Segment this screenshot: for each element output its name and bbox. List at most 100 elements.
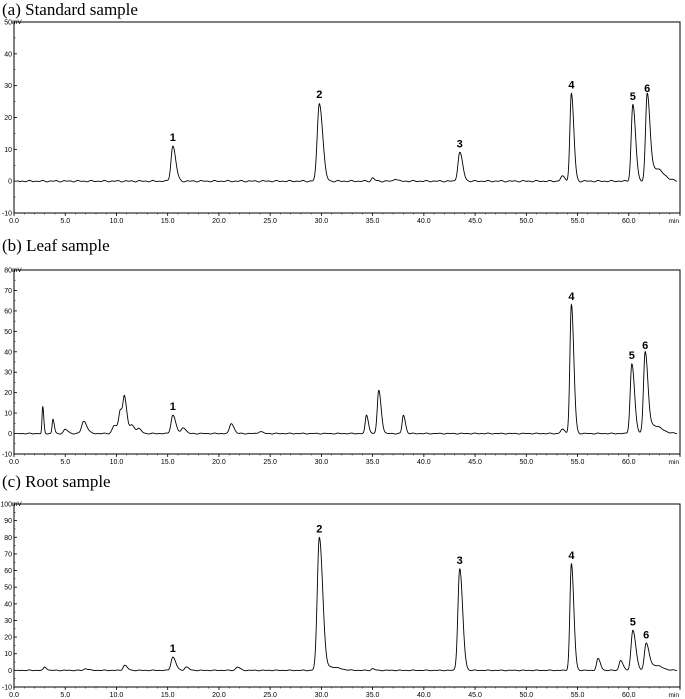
chart-panel-root: (c) Root sample -10 0 10 20 30 40 50 60 70 80 90 10… bbox=[0, 472, 685, 699]
y-tick-label: 60 bbox=[4, 308, 12, 315]
y-tick-label: 20 bbox=[4, 635, 12, 642]
plot-frame bbox=[13, 503, 681, 688]
chart-title: (a) Standard sample bbox=[2, 0, 138, 19]
y-tick-label: 40 bbox=[4, 601, 12, 608]
x-unit-label: min bbox=[669, 218, 680, 225]
x-tick-label: 40.0 bbox=[417, 218, 431, 225]
y-tick-label: -10 bbox=[2, 685, 12, 692]
x-tick-label: 25.0 bbox=[263, 459, 277, 466]
x-tick-label: 45.0 bbox=[468, 692, 482, 699]
y-tick-label: -10 bbox=[2, 211, 12, 218]
x-tick-label: 60.0 bbox=[622, 218, 636, 225]
peak-label-5: 5 bbox=[630, 616, 636, 628]
y-tick-label: -10 bbox=[2, 452, 12, 459]
x-tick-label: 30.0 bbox=[315, 692, 329, 699]
peak-label-3: 3 bbox=[457, 555, 463, 567]
y-unit-label: mV bbox=[12, 19, 22, 26]
y-tick-label: 0 bbox=[8, 179, 12, 186]
chromatogram-leaf: -10 0 10 20 30 40 50 60 70 80 0.0 5.0 10.0 15.0 20.0 25… bbox=[2, 267, 681, 466]
x-tick-label: 55.0 bbox=[571, 692, 585, 699]
x-tick-label: 45.0 bbox=[468, 218, 482, 225]
peak-label-4: 4 bbox=[568, 80, 575, 92]
peak-label-4: 4 bbox=[568, 550, 575, 562]
peak-label-1: 1 bbox=[170, 643, 176, 655]
peak-label-6: 6 bbox=[643, 630, 649, 642]
chromatogram-root: -10 0 10 20 30 40 50 60 70 80 90 100 0.0 5.0 10.0 15.0 2… bbox=[0, 501, 681, 699]
x-tick-label: 10.0 bbox=[110, 218, 124, 225]
x-tick-label: 15.0 bbox=[161, 218, 175, 225]
y-unit-label: mV bbox=[12, 501, 22, 508]
peak-label-5: 5 bbox=[629, 350, 635, 362]
y-tick-label: 40 bbox=[4, 51, 12, 58]
x-tick-label: 60.0 bbox=[622, 692, 636, 699]
y-tick-label: 0 bbox=[8, 668, 12, 675]
x-tick-label: 60.0 bbox=[622, 459, 636, 466]
x-unit-label: min bbox=[669, 692, 680, 699]
x-tick-label: 45.0 bbox=[468, 459, 482, 466]
chromatogram-trace bbox=[16, 92, 678, 183]
chart-title: (c) Root sample bbox=[2, 472, 111, 491]
chart-title: (b) Leaf sample bbox=[2, 236, 110, 255]
y-tick-label: 30 bbox=[4, 83, 12, 90]
y-tick-label: 80 bbox=[4, 535, 12, 542]
y-tick-label: 50 bbox=[4, 585, 12, 592]
plot-frame bbox=[13, 269, 681, 455]
y-tick-label: 20 bbox=[4, 115, 12, 122]
peak-label-3: 3 bbox=[457, 139, 463, 151]
peak-label-2: 2 bbox=[316, 89, 322, 101]
y-tick-label: 50 bbox=[4, 20, 12, 27]
x-unit-label: min bbox=[669, 459, 680, 466]
x-tick-label: 10.0 bbox=[110, 692, 124, 699]
x-tick-label: 20.0 bbox=[212, 692, 226, 699]
y-tick-label: 10 bbox=[4, 411, 12, 418]
y-tick-label: 90 bbox=[4, 518, 12, 525]
y-tick-label: 60 bbox=[4, 568, 12, 575]
x-tick-label: 50.0 bbox=[519, 218, 533, 225]
x-tick-label: 25.0 bbox=[263, 218, 277, 225]
x-tick-label: 10.0 bbox=[110, 459, 124, 466]
x-tick-label: 55.0 bbox=[571, 459, 585, 466]
peak-label-6: 6 bbox=[642, 340, 648, 352]
plot-frame bbox=[13, 21, 681, 214]
x-tick-label: 25.0 bbox=[263, 692, 277, 699]
y-tick-label: 20 bbox=[4, 390, 12, 397]
peak-label-2: 2 bbox=[316, 523, 322, 535]
peak-label-1: 1 bbox=[170, 132, 176, 144]
x-tick-label: 30.0 bbox=[315, 218, 329, 225]
x-tick-label: 0.0 bbox=[9, 692, 19, 699]
y-tick-label: 40 bbox=[4, 349, 12, 356]
x-tick-label: 50.0 bbox=[519, 459, 533, 466]
peak-label-5: 5 bbox=[630, 91, 636, 103]
y-tick-label: 80 bbox=[4, 268, 12, 275]
y-tick-label: 0 bbox=[8, 431, 12, 438]
x-tick-label: 40.0 bbox=[417, 692, 431, 699]
x-tick-label: 5.0 bbox=[60, 218, 70, 225]
y-tick-label: 30 bbox=[4, 618, 12, 625]
x-tick-label: 0.0 bbox=[9, 459, 19, 466]
chromatogram-trace bbox=[16, 536, 677, 672]
chromatogram-standard: -10 0 10 20 30 40 50 0.0 5.0 10.0 15.0 20.0 25.0 30.0… bbox=[2, 19, 681, 225]
y-tick-label: 10 bbox=[4, 651, 12, 658]
x-tick-label: 35.0 bbox=[366, 218, 380, 225]
x-tick-label: 0.0 bbox=[9, 218, 19, 225]
x-tick-label: 35.0 bbox=[366, 692, 380, 699]
x-tick-label: 35.0 bbox=[366, 459, 380, 466]
y-tick-label: 10 bbox=[4, 147, 12, 154]
y-tick-label: 100 bbox=[0, 502, 12, 509]
y-unit-label: mV bbox=[12, 267, 22, 274]
x-tick-label: 40.0 bbox=[417, 459, 431, 466]
x-tick-label: 15.0 bbox=[161, 692, 175, 699]
chromatogram-trace bbox=[16, 303, 677, 435]
x-tick-label: 50.0 bbox=[519, 692, 533, 699]
peak-label-4: 4 bbox=[568, 291, 575, 303]
chart-panel-leaf: (b) Leaf sample -10 0 10 20 30 40 50 60 70 80 0.0 5… bbox=[0, 236, 685, 466]
x-tick-label: 5.0 bbox=[60, 692, 70, 699]
x-tick-label: 55.0 bbox=[571, 218, 585, 225]
chart-panel-standard: (a) Standard sample -10 0 10 20 30 40 50 0.0 5.0… bbox=[0, 0, 685, 228]
y-tick-label: 30 bbox=[4, 370, 12, 377]
x-tick-label: 15.0 bbox=[161, 459, 175, 466]
x-tick-label: 30.0 bbox=[315, 459, 329, 466]
y-tick-label: 50 bbox=[4, 329, 12, 336]
peak-label-6: 6 bbox=[644, 83, 650, 95]
x-tick-label: 5.0 bbox=[60, 459, 70, 466]
